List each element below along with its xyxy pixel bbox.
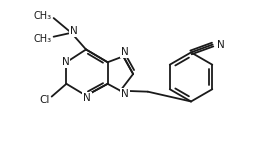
Text: N: N: [122, 89, 129, 99]
Text: N: N: [62, 57, 69, 67]
Text: Cl: Cl: [39, 94, 50, 105]
Text: N: N: [70, 26, 78, 36]
Text: N: N: [122, 47, 129, 57]
Text: CH₃: CH₃: [34, 11, 52, 21]
Text: CH₃: CH₃: [34, 34, 52, 44]
Text: N: N: [216, 40, 224, 50]
Text: N: N: [83, 93, 91, 103]
